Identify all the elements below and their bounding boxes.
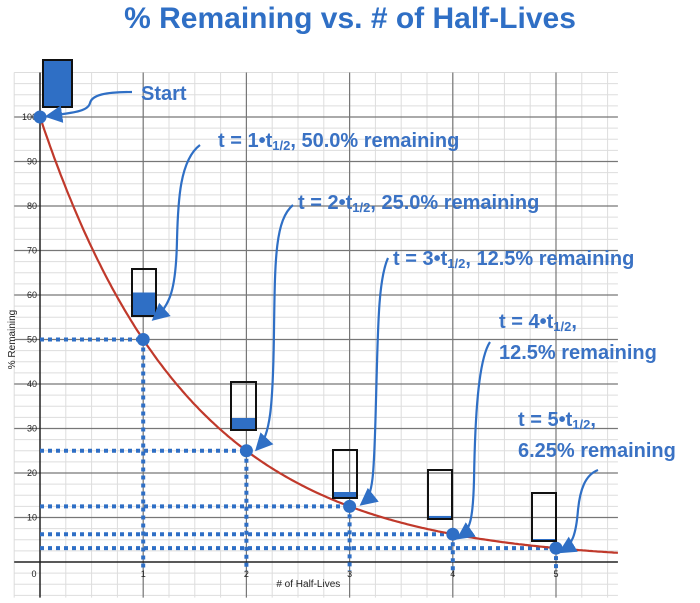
annotation-3: t = 3•t1/2, 12.5% remaining — [393, 246, 634, 277]
beaker-fill — [43, 60, 72, 107]
annotation-arrow — [359, 257, 390, 506]
y-tick-label: 50 — [27, 335, 37, 345]
annotation-sub: 1/2 — [553, 319, 572, 334]
y-axis-label: % Remaining — [7, 310, 18, 369]
beaker-icon — [427, 469, 453, 520]
annotation-sub: 1/2 — [572, 417, 591, 432]
beaker-fill — [231, 418, 256, 430]
annotation-sub: 1/2 — [447, 256, 466, 271]
beaker-icon — [230, 381, 257, 431]
annotation-arrow — [558, 468, 599, 554]
data-point — [136, 333, 150, 346]
data-point — [446, 527, 460, 541]
data-point — [33, 110, 47, 124]
annotation-arrow — [255, 204, 294, 452]
annotation-text: , 12.5% remaining — [465, 248, 635, 270]
x-tick-label: 0 — [31, 569, 36, 579]
decay-curve — [38, 116, 618, 554]
annotation-start: Start — [141, 83, 187, 105]
y-tick-label: 80 — [27, 201, 37, 211]
y-tick-label: 20 — [27, 468, 37, 478]
x-tick-label: 3 — [347, 569, 352, 579]
y-tick-label: 40 — [27, 379, 37, 389]
annotation-text: , 50.0% remaining — [290, 130, 460, 152]
annotation-sub: 1/2 — [272, 138, 291, 153]
annotation-2: t = 2•t1/2, 25.0% remaining — [298, 190, 539, 221]
annotation-1: t = 1•t1/2, 50.0% remaining — [218, 128, 459, 159]
x-axis-label: # of Half-Lives — [276, 579, 340, 590]
annotation-text: , 25.0% remaining — [370, 192, 540, 214]
x-tick-label: 5 — [553, 569, 558, 579]
y-tick-label: 10 — [27, 513, 37, 523]
annotation-text: t = 2•t — [298, 192, 353, 214]
annotation-text: t = 4•t — [499, 311, 554, 333]
annotation-text: t = 3•t — [393, 248, 448, 270]
annotation-text: , — [571, 311, 577, 333]
annotation-arrow — [151, 144, 201, 321]
beaker-icon — [531, 492, 557, 542]
annotation-text: , — [590, 409, 596, 431]
annotation-text: 6.25% remaining — [518, 440, 676, 462]
beaker-fill — [132, 292, 156, 316]
data-point — [549, 541, 563, 555]
data-point — [239, 444, 253, 458]
y-tick-label: 30 — [27, 424, 37, 434]
annotation-arrow — [456, 341, 491, 540]
annotation-text: t = 1•t — [218, 130, 273, 152]
annotation-text: 12.5% remaining — [499, 342, 657, 364]
beaker-icon — [332, 449, 358, 499]
annotation-arrow — [44, 90, 133, 123]
beaker-fill — [428, 515, 452, 519]
annotation-4: t = 4•t1/2, 12.5% remaining — [499, 309, 657, 366]
annotation-5: t = 5•t1/2, 6.25% remaining — [518, 407, 676, 464]
beaker-icon — [131, 268, 157, 317]
y-tick-label: 70 — [27, 246, 37, 256]
y-tick-label: 100 — [22, 112, 37, 122]
annotation-sub: 1/2 — [352, 200, 371, 215]
annotation-text: t = 5•t — [518, 409, 573, 431]
x-tick-label: 1 — [141, 569, 146, 579]
data-point — [343, 499, 357, 513]
beaker-fill — [333, 492, 357, 498]
x-tick-label: 2 — [244, 569, 249, 579]
y-tick-label: 90 — [27, 157, 37, 167]
x-tick-label: 4 — [450, 569, 455, 579]
chart-title: % Remaining vs. # of Half-Lives — [124, 2, 576, 35]
y-tick-label: 60 — [27, 290, 37, 300]
